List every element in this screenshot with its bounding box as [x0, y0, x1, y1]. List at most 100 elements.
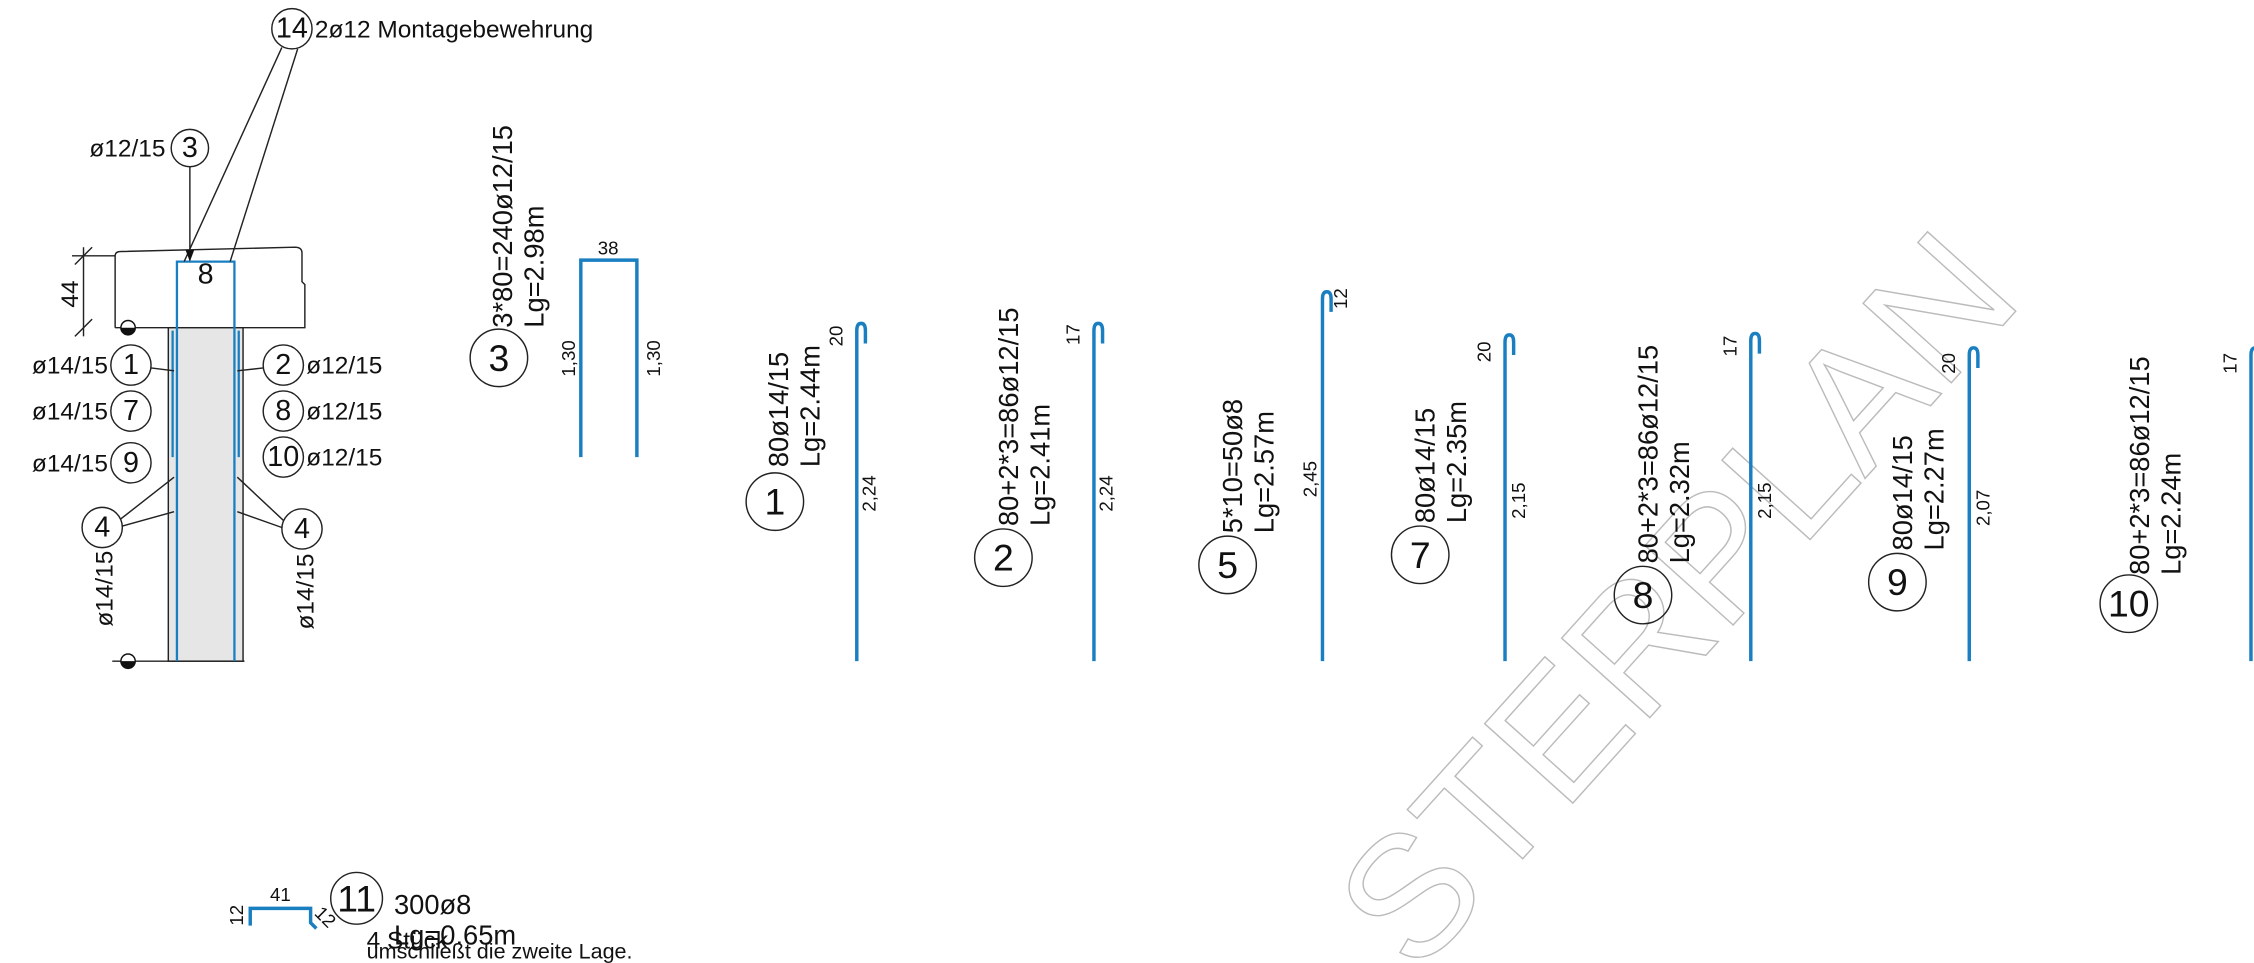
mark-circle — [745, 472, 805, 532]
leader-line — [150, 367, 175, 372]
dimension-label: 17 — [1063, 324, 1084, 345]
mark-circle — [110, 441, 152, 484]
watermark: STERPLAN — [1300, 196, 2053, 963]
leader-line — [122, 510, 175, 527]
straight-bar: 9 80ø14/15 Lg=2.27m 20 2,07 — [1867, 346, 1993, 662]
mark-circle — [262, 436, 305, 478]
link-shape — [248, 906, 318, 930]
bar-mark: 4 — [94, 511, 110, 543]
dimension-label: 2,24 — [858, 475, 879, 511]
cross-section: 44 8 14 2ø12 Montagebewehrung ø12/15 3 4… — [57, 7, 593, 670]
mark-circle — [2099, 574, 2159, 634]
callout-text: ø14/15 — [32, 353, 108, 380]
bar-mark: 1 — [123, 349, 139, 381]
bar-length: Lg=2.41m — [1024, 404, 1055, 526]
dimension-label: 2,15 — [1754, 483, 1775, 519]
straight-bar: 7 80ø14/15 Lg=2.35m 20 2,15 — [1390, 333, 1529, 662]
mark-circle — [81, 506, 124, 549]
dimension-label: 1,30 — [643, 340, 664, 376]
bar-description: 300ø8 — [394, 889, 471, 920]
bar-description: 80+2*3=86ø12/15 — [2124, 356, 2155, 575]
dimension-label: 12 — [226, 905, 247, 926]
bar-mark: 14 — [276, 13, 308, 45]
callout-text: 2ø12 Montagebewehrung — [315, 16, 593, 43]
dimension-label: 20 — [1938, 353, 1959, 374]
dimension-label: 20 — [1474, 341, 1495, 362]
callout-text: ø12/15 — [89, 136, 165, 163]
bar-mark: 9 — [1887, 561, 1908, 603]
callout-text: ø12/15 — [306, 353, 382, 380]
dimension-label: 41 — [270, 884, 291, 905]
stirrup-shape — [579, 258, 639, 458]
leader-line — [183, 47, 283, 262]
callout-text: ø14/15 — [32, 399, 108, 426]
bar-mark: 7 — [123, 395, 139, 427]
bar-description: 80ø14/15 — [763, 352, 794, 467]
bar-mark: 8 — [1633, 574, 1654, 616]
bar-description: 80ø14/15 — [1410, 408, 1441, 523]
bar-mark: 1 — [764, 481, 785, 523]
bar-mark: 10 — [2108, 583, 2150, 625]
bar-mark: 10 — [267, 441, 299, 473]
mark-circle — [110, 344, 152, 386]
bar-description: 80+2*3=86ø12/15 — [1632, 345, 1663, 564]
bar-length: Lg=2.98m — [518, 206, 549, 328]
bar-length: Lg=2.27m — [1918, 428, 1949, 550]
level-marker — [120, 327, 136, 335]
callout-text: ø14/15 — [32, 450, 108, 477]
stirrup-bar: 3 3*80=240ø12/15 Lg=2.98m 38 1,30 1,30 — [469, 125, 664, 458]
bar-length: Lg=2.32m — [1664, 441, 1695, 563]
bar-mark: 11 — [337, 877, 376, 919]
straight-bar: 5 5*10=50ø8 Lg=2.57m 12 2,45 — [1198, 288, 1351, 662]
slab-outline — [114, 246, 306, 329]
bar-shape — [1967, 346, 1980, 662]
bar-length: Lg=2.35m — [1441, 401, 1472, 523]
bar-mark: 9 — [123, 447, 139, 479]
dimension-label: 2,45 — [1300, 461, 1321, 497]
straight-bar: 10 80+2*3=86ø12/15 Lg=2.24m 17 — [2099, 346, 2254, 662]
dimension-label: 20 — [825, 326, 846, 347]
leader-line — [229, 48, 299, 262]
bar-description: 3*80=240ø12/15 — [487, 125, 518, 328]
bar-shape — [1503, 333, 1516, 662]
level-marker — [120, 661, 136, 669]
mark-circle — [1390, 525, 1450, 585]
bar-count: 4 Stück — [367, 928, 449, 955]
bar-length: Lg=2.44m — [794, 345, 825, 467]
bar-mark: 2 — [993, 537, 1014, 579]
dimension-label: 17 — [1719, 336, 1740, 357]
bar-mark: 3 — [489, 337, 510, 379]
dimension-label: 1,30 — [558, 340, 579, 376]
bar-shape — [1749, 331, 1762, 662]
callout-text: ø12/15 — [306, 399, 382, 426]
callout-text: ø14/15 — [91, 551, 118, 627]
callout-text: ø12/15 — [306, 445, 382, 472]
bar-note: umschließt die zweite Lage. — [367, 939, 633, 963]
bar-description: 80+2*3=86ø12/15 — [993, 307, 1024, 526]
mark-circle — [262, 344, 305, 386]
dimension-label: 17 — [2220, 353, 2241, 374]
bar-description: 80ø14/15 — [1887, 435, 1918, 550]
mark-circle — [973, 528, 1033, 588]
dimension-label: 12 — [1330, 288, 1351, 309]
dimension-tick — [74, 318, 93, 337]
mark-circle — [1198, 535, 1258, 595]
bar-shape — [1320, 290, 1333, 662]
straight-bar: 2 80+2*3=86ø12/15 Lg=2.41m 17 2,24 — [973, 307, 1117, 662]
dimension-label: 44 — [57, 280, 84, 307]
straight-bar: 8 80+2*3=86ø12/15 Lg=2.32m 17 2,15 — [1613, 331, 1775, 662]
bar-length: Lg=0.65m — [394, 919, 516, 950]
bar-shape — [1092, 321, 1105, 662]
bar-shape — [2249, 346, 2254, 662]
leader-line — [237, 367, 264, 372]
dimension-label: 38 — [598, 237, 619, 258]
bar-mark: 8 — [198, 259, 214, 291]
stirrup-rebar — [175, 260, 236, 662]
bar-mark: 4 — [294, 513, 310, 545]
bar-mark: 2 — [275, 349, 291, 381]
mark-circle — [262, 390, 305, 432]
leader-line — [120, 476, 175, 520]
bar-shape — [855, 321, 868, 662]
